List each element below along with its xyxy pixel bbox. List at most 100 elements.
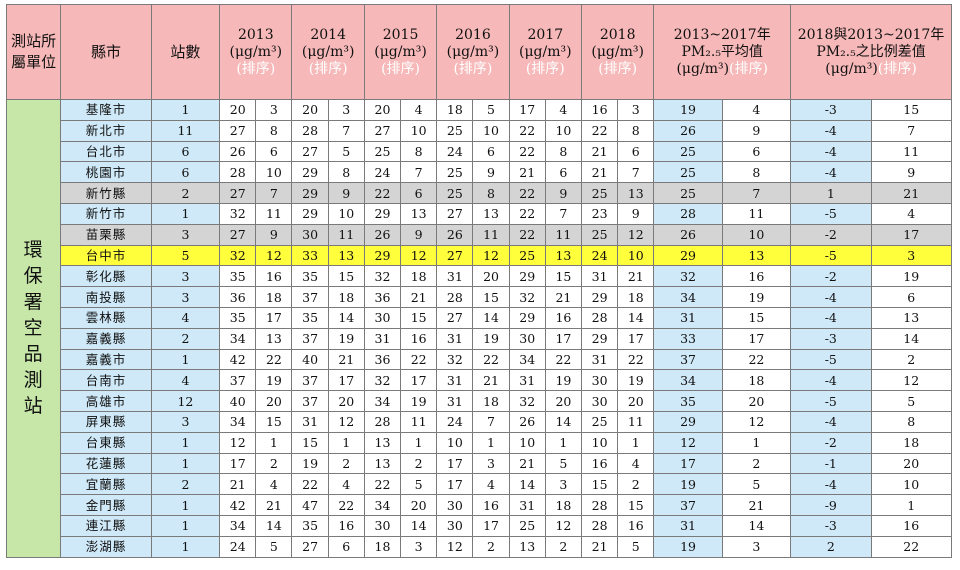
difference-cell: -4 [790, 369, 872, 392]
header-year-label: 2015 [382, 26, 419, 43]
difference-rank-cell: 22 [870, 535, 952, 558]
value-cell: 42 [219, 348, 257, 371]
rank-cell: 13 [255, 327, 293, 350]
value-cell: 10 [580, 431, 619, 454]
county-cell: 新北市 [60, 119, 152, 142]
rank-cell: 11 [472, 223, 510, 246]
header-unit-text: 測站所屬單位 [11, 32, 57, 71]
header-stations-text: 站數 [170, 42, 201, 61]
value-cell: 35 [219, 306, 257, 329]
value-cell: 27 [219, 119, 257, 142]
stations-cell: 2 [150, 473, 221, 496]
value-cell: 32 [436, 348, 474, 371]
rank-cell: 18 [327, 286, 365, 308]
value-cell: 28 [580, 494, 619, 516]
value-cell: 13 [363, 452, 402, 475]
value-cell: 24 [436, 140, 474, 163]
difference-rank-cell: 20 [870, 452, 952, 475]
rank-cell: 9 [327, 182, 365, 204]
difference-cell: -5 [790, 348, 872, 371]
unit-label-char: 署 [23, 291, 44, 314]
rank-cell: 21 [617, 265, 655, 288]
value-cell: 30 [508, 327, 546, 350]
rank-cell: 5 [400, 473, 438, 496]
rank-cell: 15 [472, 286, 510, 308]
value-cell: 40 [291, 348, 329, 371]
rank-cell: 17 [617, 327, 655, 350]
value-cell: 25 [363, 140, 402, 163]
rank-cell: 14 [327, 306, 365, 329]
rank-cell: 11 [327, 223, 365, 246]
value-cell: 27 [363, 119, 402, 142]
rank-cell: 3 [472, 452, 510, 475]
value-cell: 36 [363, 348, 402, 371]
value-cell: 10 [436, 431, 474, 454]
rank-cell: 8 [617, 119, 655, 142]
value-cell: 25 [436, 119, 474, 142]
value-cell: 30 [436, 514, 474, 537]
rank-cell: 10 [544, 119, 582, 142]
rank-cell: 7 [327, 119, 365, 142]
difference-cell: -9 [790, 494, 872, 516]
value-cell: 25 [508, 244, 546, 267]
rank-cell: 15 [544, 265, 582, 288]
table-row: 連江縣 1 34 14 35 16 30 14 30 17 25 12 28 16 31 14 -3 16 [7, 514, 952, 537]
value-cell: 12 [436, 535, 474, 558]
value-cell: 22 [580, 119, 619, 142]
value-cell: 34 [219, 410, 257, 433]
difference-rank-cell: 4 [870, 202, 952, 225]
header-unit-label: (μg/m³) [374, 43, 427, 60]
value-cell: 30 [291, 223, 329, 246]
average-cell: 26 [653, 119, 723, 142]
average-cell: 34 [653, 286, 723, 308]
average-rank-cell: 4 [721, 99, 792, 121]
difference-rank-cell: 8 [870, 410, 952, 433]
table-row: 台南市 4 37 19 37 17 32 17 31 21 31 19 30 19 34 18 -4 12 [7, 369, 952, 392]
rank-cell: 18 [255, 286, 293, 308]
value-cell: 36 [219, 286, 257, 308]
value-cell: 21 [580, 161, 619, 184]
rank-cell: 5 [472, 99, 510, 121]
rank-cell: 3 [327, 99, 365, 121]
header-year-2015: 2015 (μg/m³) (排序) [363, 4, 438, 100]
value-cell: 25 [436, 161, 474, 184]
header-year-label: 2014 [310, 26, 346, 43]
stations-cell: 1 [150, 494, 221, 516]
header-county: 縣市 [60, 4, 152, 100]
value-cell: 27 [436, 306, 474, 329]
difference-rank-cell: 2 [870, 348, 952, 371]
average-cell: 28 [653, 202, 723, 225]
average-cell: 25 [653, 161, 723, 184]
value-cell: 31 [580, 348, 619, 371]
average-cell: 19 [653, 99, 723, 121]
value-cell: 26 [436, 223, 474, 246]
average-rank-cell: 12 [721, 410, 792, 433]
value-cell: 12 [219, 431, 257, 454]
value-cell: 17 [219, 452, 257, 475]
rank-cell: 8 [544, 140, 582, 163]
stations-cell: 11 [150, 119, 221, 142]
rank-cell: 22 [544, 348, 582, 371]
rank-cell: 2 [255, 452, 293, 475]
value-cell: 25 [508, 514, 546, 537]
value-cell: 35 [291, 306, 329, 329]
rank-cell: 2 [472, 535, 510, 558]
value-cell: 21 [508, 452, 546, 475]
rank-cell: 16 [617, 514, 655, 537]
value-cell: 22 [508, 182, 546, 204]
rank-cell: 19 [327, 327, 365, 350]
value-cell: 32 [508, 286, 546, 308]
unit-label-char: 空 [23, 317, 44, 340]
rank-cell: 9 [255, 223, 293, 246]
value-cell: 25 [436, 182, 474, 204]
value-cell: 29 [508, 306, 546, 329]
rank-cell: 14 [400, 514, 438, 537]
stations-cell: 1 [150, 202, 221, 225]
value-cell: 42 [219, 494, 257, 516]
table-row: 台北市 6 26 6 27 5 25 8 24 6 22 8 21 6 25 6 -4 11 [7, 140, 952, 163]
difference-rank-cell: 5 [870, 390, 952, 412]
value-cell: 16 [580, 99, 619, 121]
header-row: 測站所屬單位 縣市 站數 2013 (μg/m³) (排序) 2014 (μg/… [5, 4, 952, 100]
value-cell: 20 [291, 99, 329, 121]
difference-cell: -3 [790, 99, 872, 121]
